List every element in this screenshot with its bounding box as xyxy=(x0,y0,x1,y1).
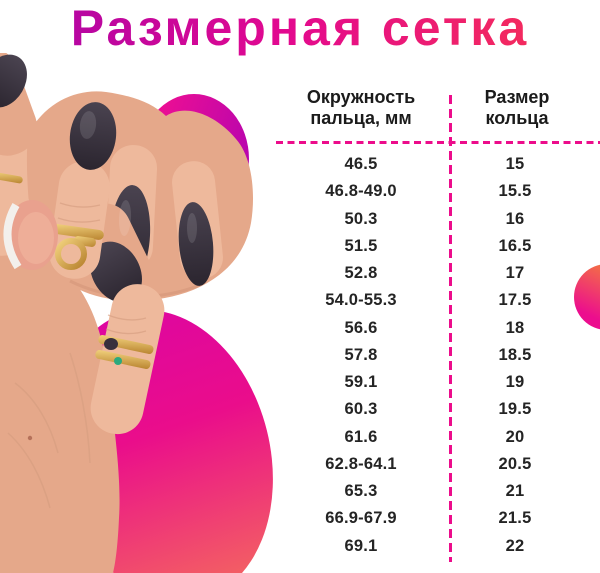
ring-size-value: 21 xyxy=(505,482,525,501)
skin-mole xyxy=(27,435,33,441)
table-row: 50.3 16 xyxy=(272,206,600,233)
circumference-value: 46.8-49.0 xyxy=(325,182,397,201)
column-header-line: пальца, мм xyxy=(310,108,412,128)
table-row: 52.8 17 xyxy=(272,260,600,287)
circumference-value: 65.3 xyxy=(344,482,378,501)
table-row: 66.9-67.9 21.5 xyxy=(272,505,600,532)
ring-size-value: 20.5 xyxy=(498,454,532,473)
circumference-value: 56.6 xyxy=(344,318,378,337)
ring-size-value: 16 xyxy=(505,209,525,228)
ring-size-value: 18.5 xyxy=(498,345,532,364)
nail-sheen xyxy=(118,200,132,236)
hand-illustration xyxy=(0,53,254,573)
table-row: 46.5 15 xyxy=(272,151,600,178)
circumference-value: 61.6 xyxy=(344,427,378,446)
circumference-value: 51.5 xyxy=(344,236,378,255)
circumference-value: 46.5 xyxy=(344,155,378,174)
ring-size-value: 22 xyxy=(505,536,525,555)
circumference-value: 62.8-64.1 xyxy=(325,454,397,473)
finger xyxy=(49,161,110,279)
knuckle-wrinkle xyxy=(57,217,101,223)
size-table-rows: 46.5 15 46.8-49.0 15.5 50.3 16 51.5 16.5 52.8 17 5… xyxy=(272,151,600,560)
thin-gold-ring xyxy=(0,171,23,184)
table-row: 57.8 18.5 xyxy=(272,342,600,369)
ring-size-value: 16.5 xyxy=(498,236,532,255)
circumference-value: 69.1 xyxy=(344,536,378,555)
column-header-circumference: Окружность пальца, мм xyxy=(272,87,450,129)
table-row: 62.8-64.1 20.5 xyxy=(272,451,600,478)
ring-green-gem xyxy=(114,357,122,365)
dark-nail xyxy=(69,102,117,170)
knuckle-wrinkle xyxy=(107,314,147,321)
circumference-value: 52.8 xyxy=(344,264,378,283)
ring-size-value: 17 xyxy=(505,264,525,283)
column-header-ring-size: Размер кольца xyxy=(452,87,582,129)
ring-size-value: 15 xyxy=(505,155,525,174)
table-row: 51.5 16.5 xyxy=(272,233,600,260)
circumference-value: 54.0-55.3 xyxy=(325,291,397,310)
page-title: Размерная сетка xyxy=(0,0,600,58)
table-row: 56.6 18 xyxy=(272,315,600,342)
vertical-dashed-divider xyxy=(449,95,452,562)
circumference-value: 59.1 xyxy=(344,373,378,392)
ring-size-value: 19.5 xyxy=(498,400,532,419)
circumference-value: 66.9-67.9 xyxy=(325,509,397,528)
horizontal-dashed-divider xyxy=(276,141,600,144)
table-row: 65.3 21 xyxy=(272,478,600,505)
table-row: 60.3 19.5 xyxy=(272,396,600,423)
thumb-tip-highlight xyxy=(18,212,54,264)
ring-size-value: 20 xyxy=(505,427,525,446)
column-header-line: Окружность xyxy=(306,87,416,107)
table-row: 46.8-49.0 15.5 xyxy=(272,178,600,205)
table-row: 59.1 19 xyxy=(272,369,600,396)
knuckle-wrinkle xyxy=(105,328,147,335)
gold-ring-band xyxy=(52,224,104,240)
skin-wrinkle xyxy=(7,432,51,509)
skin-wrinkle xyxy=(14,382,59,454)
table-row: 54.0-55.3 17.5 xyxy=(272,287,600,314)
table-row: 69.1 22 xyxy=(272,533,600,560)
circumference-value: 60.3 xyxy=(344,400,378,419)
dark-nail xyxy=(178,202,214,286)
ring-size-value: 15.5 xyxy=(498,182,532,201)
hand-back xyxy=(0,251,120,573)
table-row: 61.6 20 xyxy=(272,424,600,451)
ring-size-value: 17.5 xyxy=(498,291,532,310)
column-header-line: кольца xyxy=(485,108,549,128)
circumference-value: 57.8 xyxy=(344,345,378,364)
nail-sheen xyxy=(79,111,97,139)
circumference-value: 50.3 xyxy=(344,209,378,228)
dark-nail xyxy=(0,54,27,108)
ring-size-value: 19 xyxy=(505,373,525,392)
column-header-line: Размер xyxy=(484,87,550,107)
gold-ring-band xyxy=(95,350,151,369)
gold-o-charm xyxy=(55,238,87,270)
knuckle-wrinkle xyxy=(59,202,101,208)
nail-sheen xyxy=(187,213,197,243)
ring-size-value: 21.5 xyxy=(498,509,532,528)
ring-dark-stone xyxy=(104,338,118,350)
skin-wrinkle xyxy=(69,352,91,464)
white-ring-band xyxy=(3,202,22,270)
ring-size-value: 18 xyxy=(505,318,525,337)
